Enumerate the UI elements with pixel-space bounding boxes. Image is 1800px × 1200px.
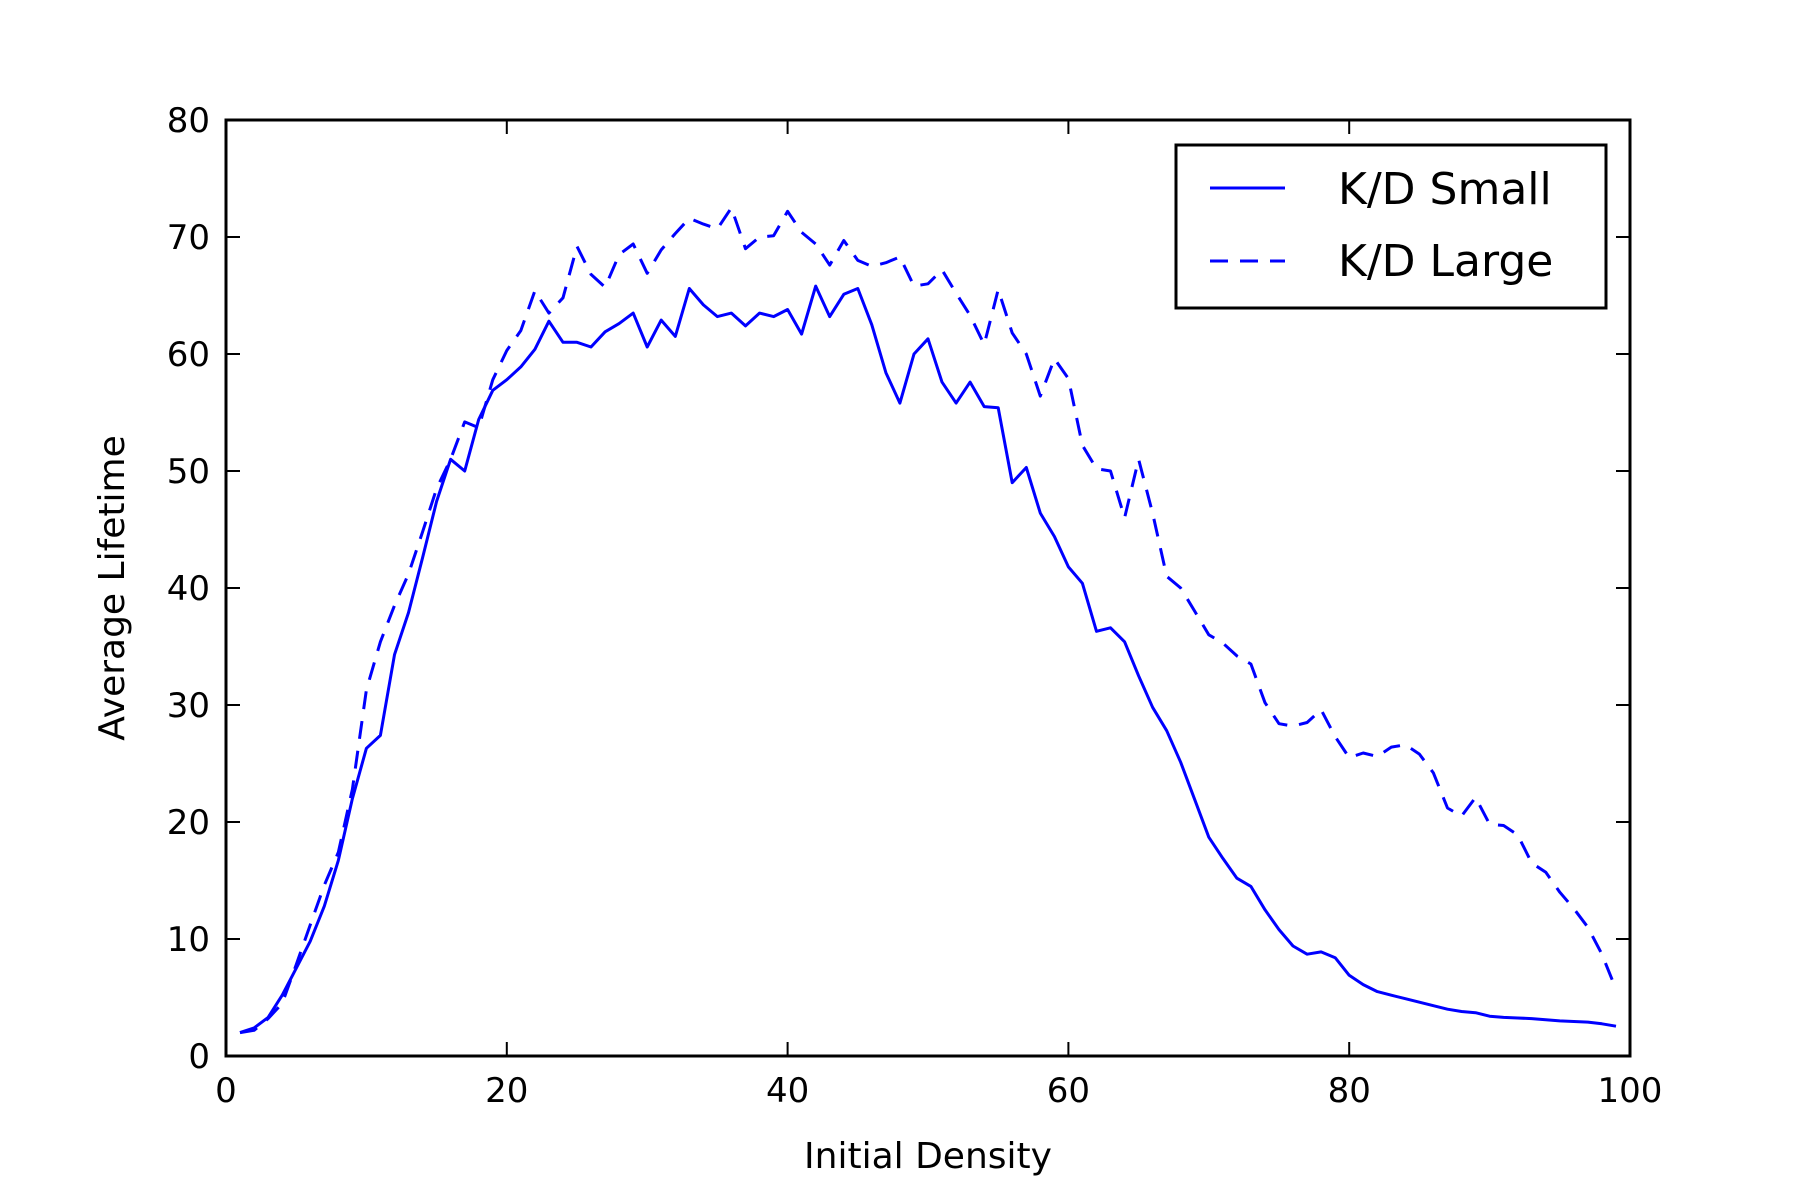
series-line-k-d-large	[239, 206, 1618, 1035]
y-tick-label: 0	[188, 1037, 210, 1077]
series-line-k-d-small	[239, 284, 1617, 1035]
plot-frame	[224, 118, 1632, 1058]
x-tick-label: 0	[215, 1071, 237, 1111]
legend: K/D Small K/D Large	[1174, 143, 1608, 310]
x-tick-label: 80	[1328, 1071, 1371, 1111]
y-axis-label: Average Lifetime	[92, 435, 133, 741]
y-tick-label: 40	[167, 569, 210, 609]
x-tick-label: 60	[1047, 1071, 1090, 1111]
y-tick-label: 70	[167, 218, 210, 258]
legend-label-k-d-large: K/D Large	[1338, 236, 1553, 287]
y-tick-label: 50	[167, 452, 210, 492]
y-tick-label: 10	[167, 920, 210, 960]
legend-box	[1174, 143, 1608, 310]
y-tick-label: 80	[167, 101, 210, 141]
y-tick-label: 30	[167, 686, 210, 726]
y-tick-label: 20	[167, 803, 210, 843]
legend-label-k-d-small: K/D Small	[1338, 164, 1552, 215]
x-tick-label: 100	[1598, 1071, 1663, 1111]
tick-labels-layer: 0 20 40 60 80 100 0 10 20 30 40 50 60 70 80	[167, 101, 1663, 1111]
x-axis-label: Initial Density	[804, 1136, 1052, 1177]
x-tick-label: 20	[485, 1071, 528, 1111]
series-layer	[239, 206, 1618, 1035]
y-tick-label: 60	[167, 335, 210, 375]
x-tick-label: 40	[766, 1071, 809, 1111]
